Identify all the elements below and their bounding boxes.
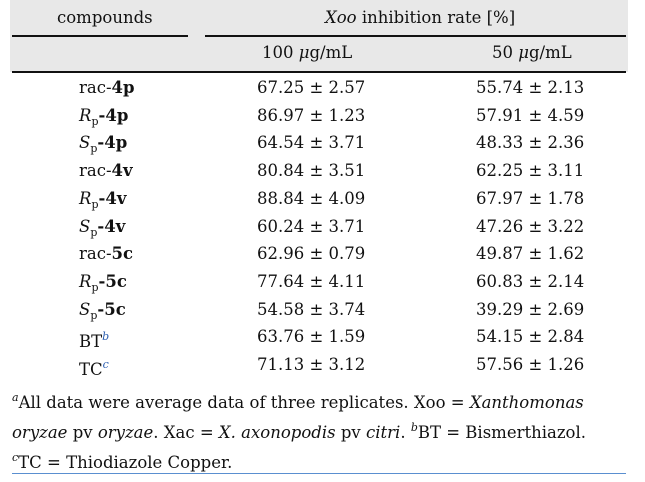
column-header-50: 50 μg/mL [492, 43, 572, 62]
header-rule-left [12, 35, 188, 37]
compound-cell: Rp-4p [79, 106, 129, 128]
value-100-cell: 77.64 ± 4.11 [257, 272, 366, 291]
bottom-rule [12, 473, 626, 474]
value-50-cell: 60.83 ± 2.14 [476, 272, 585, 291]
value-50-cell: 57.56 ± 1.26 [476, 355, 585, 374]
value-100-cell: 63.76 ± 1.59 [257, 327, 366, 346]
value-50-cell: 55.74 ± 2.13 [476, 78, 585, 97]
compound-cell: Rp-5c [79, 272, 127, 294]
compound-cell: Sp-4v [79, 217, 126, 239]
header-bottom-rule [12, 71, 626, 73]
value-100-cell: 54.58 ± 3.74 [257, 300, 366, 319]
value-50-cell: 67.97 ± 1.78 [476, 189, 585, 208]
compound-cell: rac-4v [79, 161, 133, 180]
column-header-100: 100 μg/mL [262, 43, 353, 62]
header-rule-right [205, 35, 626, 37]
value-50-cell: 47.26 ± 3.22 [476, 217, 585, 236]
column-header-inhibition: Xoo inhibition rate [%] [325, 8, 515, 28]
compound-cell: Sp-4p [79, 133, 128, 155]
table-footnotes: aAll data were average data of three rep… [12, 391, 586, 472]
value-50-cell: 54.15 ± 2.84 [476, 327, 585, 346]
compound-cell: Rp-4v [79, 189, 127, 211]
value-100-cell: 64.54 ± 3.71 [257, 133, 366, 152]
column-header-compounds: compounds [57, 8, 153, 27]
value-100-cell: 62.96 ± 0.79 [257, 244, 366, 263]
value-50-cell: 39.29 ± 2.69 [476, 300, 585, 319]
column-header-inhibition-species: Xoo [325, 8, 357, 27]
value-100-cell: 88.84 ± 4.09 [257, 189, 366, 208]
compound-cell: rac-4p [79, 78, 135, 97]
compound-cell: BTb [79, 330, 110, 351]
compound-cell: TCc [79, 358, 109, 379]
value-100-cell: 71.13 ± 3.12 [257, 355, 366, 374]
value-50-cell: 62.25 ± 3.11 [476, 161, 585, 180]
value-50-cell: 57.91 ± 4.59 [476, 106, 585, 125]
compound-cell: Sp-5c [79, 300, 126, 322]
value-100-cell: 86.97 ± 1.23 [257, 106, 366, 125]
value-50-cell: 49.87 ± 1.62 [476, 244, 585, 263]
footnote-c-mark: c [12, 451, 19, 464]
value-100-cell: 60.24 ± 3.71 [257, 217, 366, 236]
compound-cell: rac-5c [79, 244, 134, 263]
value-50-cell: 48.33 ± 2.36 [476, 133, 585, 152]
column-header-inhibition-label: inhibition rate [%] [361, 8, 516, 27]
value-100-cell: 67.25 ± 2.57 [257, 78, 366, 97]
value-100-cell: 80.84 ± 3.51 [257, 161, 366, 180]
footnote-b-mark: b [410, 421, 418, 434]
footnote-a-mark: a [12, 391, 19, 404]
